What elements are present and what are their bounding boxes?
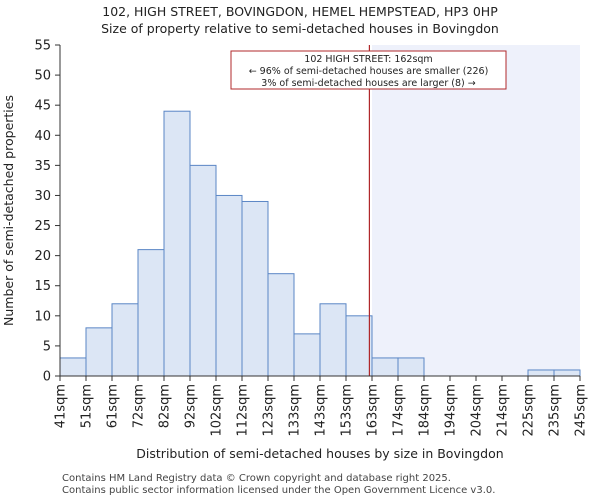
y-tick-label: 0 <box>43 370 51 385</box>
x-tick-label: 204sqm <box>470 384 485 437</box>
bar-143sqm <box>319 303 347 377</box>
x-ticks-group: 41sqm 51sqm 61sqm 72sqm 82sqm 92sqm 102sqm 112s… <box>54 376 589 437</box>
x-tick-label: 214sqm <box>496 384 511 437</box>
x-tick-label: 123sqm <box>262 384 277 437</box>
x-tick-label: 92sqm <box>184 384 199 428</box>
annotation-smaller: ← 96% of semi-detached houses are smalle… <box>249 66 489 77</box>
bar-163sqm <box>371 357 399 377</box>
y-tick-label: 10 <box>34 309 51 324</box>
x-tick-label: 163sqm <box>366 384 381 437</box>
bar-133sqm <box>293 333 321 377</box>
bar-112sqm <box>241 200 269 377</box>
x-tick-label: 184sqm <box>418 384 433 437</box>
y-tick-label: 55 <box>34 39 51 54</box>
bar-72sqm <box>137 249 165 377</box>
x-tick-label: 112sqm <box>236 384 251 437</box>
x-tick-label: 82sqm <box>158 384 173 428</box>
bar-41sqm <box>59 357 87 377</box>
x-tick-label: 102sqm <box>210 384 225 437</box>
x-tick-label: 153sqm <box>340 384 355 437</box>
x-tick-label: 235sqm <box>548 384 563 437</box>
x-tick-label: 72sqm <box>132 384 147 428</box>
y-tick-label: 25 <box>34 219 51 234</box>
y-tick-label: 50 <box>34 69 51 84</box>
bar-235sqm <box>553 369 581 377</box>
chart-title: 102, HIGH STREET, BOVINGDON, HEMEL HEMPS… <box>102 4 498 19</box>
chart-subtitle: Size of property relative to semi-detach… <box>101 21 499 36</box>
bar-61sqm <box>111 303 139 377</box>
footer-licence: Contains public sector information licen… <box>62 485 496 496</box>
x-tick-label: 51sqm <box>80 384 95 428</box>
x-tick-label: 194sqm <box>444 384 459 437</box>
y-tick-label: 30 <box>34 189 51 204</box>
y-tick-label: 5 <box>43 339 51 354</box>
x-tick-label: 143sqm <box>314 384 329 437</box>
larger-properties-highlight <box>372 45 580 376</box>
y-axis-label: Number of semi-detached properties <box>1 95 16 326</box>
bar-153sqm <box>345 315 373 377</box>
bar-174sqm <box>397 357 425 377</box>
bar-82sqm <box>163 110 191 377</box>
bar-51sqm <box>85 327 113 377</box>
property-annotation: 102 HIGH STREET: 162sqm ← 96% of semi-de… <box>230 50 507 90</box>
footer-copyright: Contains HM Land Registry data © Crown c… <box>62 473 451 484</box>
y-tick-label: 15 <box>34 279 51 294</box>
y-tick-label: 35 <box>34 159 51 174</box>
x-tick-label: 225sqm <box>522 384 537 437</box>
y-tick-label: 45 <box>34 99 51 114</box>
bar-102sqm <box>215 194 243 377</box>
annotation-box <box>230 50 507 90</box>
x-tick-label: 245sqm <box>574 384 589 437</box>
y-tick-label: 40 <box>34 129 51 144</box>
bar-225sqm <box>527 369 555 377</box>
bar-92sqm <box>189 164 217 377</box>
x-tick-label: 174sqm <box>392 384 407 437</box>
bar-123sqm <box>267 273 295 377</box>
annotation-title: 102 HIGH STREET: 162sqm <box>304 54 432 65</box>
x-tick-label: 133sqm <box>288 384 303 437</box>
x-tick-label: 61sqm <box>106 384 121 428</box>
annotation-larger: 3% of semi-detached houses are larger (8… <box>261 78 475 89</box>
x-axis-label: Distribution of semi-detached houses by … <box>136 446 503 461</box>
bars-group <box>59 110 581 377</box>
x-tick-label: 41sqm <box>54 384 69 428</box>
y-ticks-group: 0 5 10 15 20 25 30 35 40 45 50 55 <box>34 39 60 385</box>
y-tick-label: 20 <box>34 249 51 264</box>
